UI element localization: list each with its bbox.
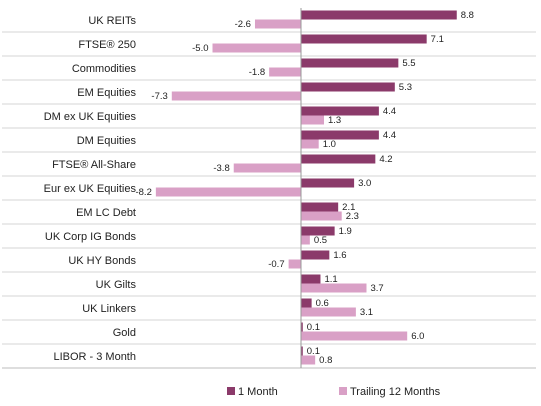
bar-1-month-dm-equities: [301, 130, 379, 140]
value-label-1-month-gold: 0.1: [307, 322, 320, 333]
bar-1-month-uk-corp-ig-bonds: [301, 226, 335, 236]
bar-1-month-em-equities: [301, 82, 395, 92]
value-label-1-month-eur-ex-uk-equities: 3.0: [358, 178, 371, 189]
row-separators: [2, 31, 536, 369]
category-label-uk-hy-bonds: UK HY Bonds: [68, 255, 136, 267]
bar-1-month-gold: [301, 322, 303, 332]
value-label-1-month-ftse-250: 7.1: [431, 34, 444, 45]
bar-trailing-12-months-dm-equities: [301, 139, 319, 149]
bar-1-month-commodities: [301, 58, 399, 68]
bar-1-month-dm-ex-uk-equities: [301, 106, 379, 116]
value-label-1-month-uk-gilts: 1.1: [324, 274, 337, 285]
bar-trailing-12-months-uk-linkers: [301, 307, 356, 317]
bar-trailing-12-months-em-lc-debt: [301, 211, 342, 221]
value-label-1-month-em-lc-debt: 2.1: [342, 202, 355, 213]
bar-trailing-12-months-gold: [301, 331, 408, 341]
value-label-trailing-12-months-dm-ex-uk-equities: 1.3: [328, 115, 341, 126]
value-label-1-month-ftse-all-share: 4.2: [379, 154, 392, 165]
value-label-trailing-12-months-ftse-all-share: -3.8: [213, 163, 229, 174]
category-label-dm-equities: DM Equities: [77, 135, 137, 147]
category-label-em-lc-debt: EM LC Debt: [76, 207, 136, 219]
value-label-trailing-12-months-dm-equities: 1.0: [323, 139, 336, 150]
category-label-uk-linkers: UK Linkers: [82, 303, 136, 315]
value-label-1-month-uk-reits: 8.8: [461, 10, 474, 21]
bar-trailing-12-months-dm-ex-uk-equities: [301, 115, 325, 125]
value-label-trailing-12-months-uk-hy-bonds: -0.7: [268, 259, 284, 270]
value-label-trailing-12-months-uk-corp-ig-bonds: 0.5: [314, 235, 327, 246]
category-label-uk-gilts: UK Gilts: [96, 279, 137, 291]
value-label-1-month-uk-linkers: 0.6: [316, 298, 329, 309]
category-label-uk-corp-ig-bonds: UK Corp IG Bonds: [45, 231, 137, 243]
legend-label-trailing-12-months: Trailing 12 Months: [350, 386, 441, 398]
category-label-ftse-250: FTSE® 250: [78, 39, 136, 51]
bar-trailing-12-months-uk-reits: [254, 19, 301, 29]
bar-1-month-libor-3-month: [301, 346, 303, 356]
value-label-trailing-12-months-gold: 6.0: [411, 331, 424, 342]
value-label-trailing-12-months-ftse-250: -5.0: [192, 43, 208, 54]
bar-1-month-eur-ex-uk-equities: [301, 178, 355, 188]
value-label-trailing-12-months-eur-ex-uk-equities: -8.2: [135, 187, 151, 198]
value-label-trailing-12-months-em-lc-debt: 2.3: [346, 211, 359, 222]
value-label-trailing-12-months-commodities: -1.8: [249, 67, 265, 78]
bar-1-month-uk-gilts: [301, 274, 321, 284]
category-label-libor-3-month: LIBOR - 3 Month: [53, 351, 136, 363]
category-label-ftse-all-share: FTSE® All-Share: [52, 159, 136, 171]
legend: 1 Month Trailing 12 Months: [227, 386, 441, 398]
value-label-trailing-12-months-em-equities: -7.3: [151, 91, 167, 102]
bar-1-month-uk-reits: [301, 10, 457, 20]
bars: 8.8 -2.6 7.1 -5.0 5.5 -1.8 5.3 -7.3 4.4 1.3 4.4 1.0…: [135, 10, 473, 366]
bar-1-month-ftse-all-share: [301, 154, 376, 164]
bar-trailing-12-months-uk-gilts: [301, 283, 367, 293]
bar-1-month-uk-hy-bonds: [301, 250, 330, 260]
legend-swatch-trailing-12-months: [339, 387, 347, 395]
bar-trailing-12-months-commodities: [269, 67, 301, 77]
category-label-commodities: Commodities: [72, 63, 137, 75]
value-label-trailing-12-months-uk-reits: -2.6: [235, 19, 251, 30]
category-label-gold: Gold: [113, 327, 136, 339]
category-label-eur-ex-uk-equities: Eur ex UK Equities: [44, 183, 137, 195]
value-label-1-month-dm-equities: 4.4: [383, 130, 396, 141]
bar-trailing-12-months-em-equities: [171, 91, 301, 101]
bar-trailing-12-months-uk-hy-bonds: [288, 259, 301, 269]
bar-1-month-ftse-250: [301, 34, 427, 44]
category-label-em-equities: EM Equities: [77, 87, 136, 99]
legend-swatch-1-month: [227, 387, 235, 395]
bar-trailing-12-months-libor-3-month: [301, 355, 316, 365]
value-label-1-month-libor-3-month: 0.1: [307, 346, 320, 357]
bar-trailing-12-months-uk-corp-ig-bonds: [301, 235, 310, 245]
bar-1-month-uk-linkers: [301, 298, 312, 308]
value-label-1-month-dm-ex-uk-equities: 4.4: [383, 106, 396, 117]
legend-label-1-month: 1 Month: [238, 386, 278, 398]
value-label-trailing-12-months-libor-3-month: 0.8: [319, 355, 332, 366]
value-label-1-month-uk-hy-bonds: 1.6: [333, 250, 346, 261]
bar-trailing-12-months-eur-ex-uk-equities: [155, 187, 301, 197]
bar-trailing-12-months-ftse-all-share: [233, 163, 301, 173]
value-label-trailing-12-months-uk-gilts: 3.7: [370, 283, 383, 294]
category-label-dm-ex-uk-equities: DM ex UK Equities: [44, 111, 137, 123]
value-label-1-month-uk-corp-ig-bonds: 1.9: [339, 226, 352, 237]
bar-trailing-12-months-ftse-250: [212, 43, 301, 53]
category-label-uk-reits: UK REITs: [88, 15, 136, 27]
value-label-1-month-commodities: 5.5: [402, 58, 415, 69]
value-label-1-month-em-equities: 5.3: [399, 82, 412, 93]
category-labels: UK REITs FTSE® 250 Commodities EM Equities D…: [44, 15, 137, 363]
bar-1-month-em-lc-debt: [301, 202, 339, 212]
value-label-trailing-12-months-uk-linkers: 3.1: [360, 307, 373, 318]
